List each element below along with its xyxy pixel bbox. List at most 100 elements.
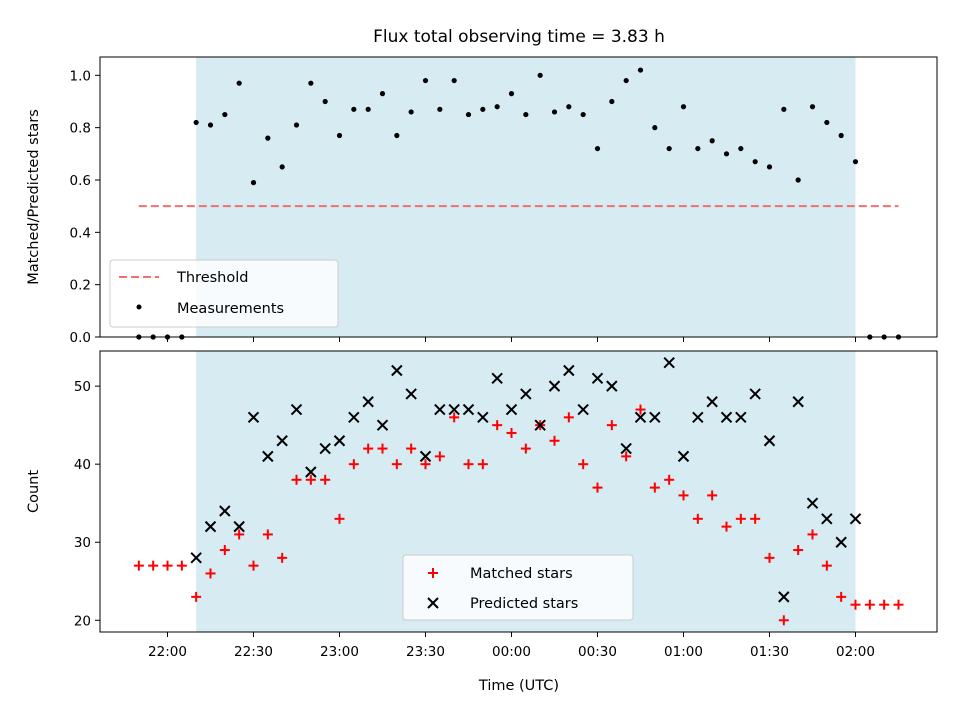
matched-star-point — [635, 404, 646, 415]
matched-star-point — [836, 591, 847, 602]
bottom-x-ticks: 22:00 22:30 23:00 23:30 00:00 00:30 01:00 01:30… — [148, 632, 875, 660]
measurement-point — [666, 145, 672, 152]
matched-star-point — [363, 443, 374, 454]
matched-star-point — [764, 552, 775, 563]
measurement-point — [781, 106, 787, 112]
x-tick-label: 00:00 — [492, 644, 531, 660]
measurement-point — [580, 111, 586, 118]
matched-star-point — [434, 451, 445, 462]
x-tick-label: 01:00 — [664, 644, 703, 660]
matched-star-point — [850, 599, 861, 610]
legend-threshold-label: Threshold — [176, 270, 248, 286]
matched-star-point — [549, 435, 560, 446]
x-tick-label: 23:00 — [320, 644, 359, 660]
matched-star-point — [893, 599, 904, 610]
top-y-axis-label: Matched/Predicted stars — [26, 109, 42, 285]
matched-star-point — [148, 560, 159, 571]
predicted-star-point — [792, 396, 804, 408]
predicted-star-point — [505, 403, 518, 416]
measurement-point — [236, 80, 242, 86]
measurement-point — [308, 80, 314, 86]
bottom-y-axis-label: Count — [26, 470, 42, 513]
legend-matched-label: Matched stars — [470, 566, 573, 582]
measurement-point — [652, 125, 658, 131]
measurements-series — [136, 67, 902, 340]
predicted-star-point — [376, 419, 389, 431]
predicted-star-point — [247, 411, 260, 424]
measurement-point — [193, 119, 199, 126]
measurement-point — [222, 111, 228, 118]
predicted-star-point — [319, 442, 331, 455]
x-tick-label: 01:30 — [750, 644, 789, 660]
measurement-point — [465, 111, 472, 118]
matched-star-point — [377, 443, 388, 454]
predicted-star-point — [563, 364, 575, 377]
y-tick-label: 0.6 — [70, 173, 91, 189]
predicted-star-point — [620, 442, 632, 455]
matched-star-point — [563, 412, 574, 423]
predicted-star-point — [362, 396, 374, 408]
measurement-point — [609, 98, 615, 105]
matched-star-point — [248, 560, 259, 571]
matched-star-point — [420, 459, 431, 470]
predicted-star-point — [262, 450, 274, 463]
matched-star-point — [348, 459, 359, 470]
top-legend-box — [109, 259, 339, 328]
predicted-star-point — [749, 388, 761, 400]
legend-plus-marker — [428, 568, 438, 578]
measurement-point — [695, 145, 701, 152]
predicted-star-point — [434, 403, 446, 416]
measurement-point — [365, 106, 371, 112]
y-tick-label: 50 — [74, 379, 91, 395]
measurement-point — [494, 104, 500, 110]
measurement-point — [250, 180, 257, 186]
predicted-stars-series — [190, 357, 862, 603]
bottom-panel: 20 30 40 50 22:00 22:30 23:00 23:30 00:00 00:30 0… — [26, 350, 938, 694]
bottom-legend: Matched stars Predicted stars — [402, 554, 634, 621]
matched-star-point — [406, 443, 417, 454]
legend-measurements-swatch — [136, 304, 142, 310]
predicted-star-point — [305, 466, 317, 478]
measurement-point — [336, 132, 343, 139]
x-tick-label: 22:00 — [148, 644, 187, 660]
measurement-point — [437, 106, 443, 112]
matched-star-point — [234, 529, 245, 540]
measurement-point — [207, 122, 214, 128]
measurement-point — [451, 77, 457, 84]
predicted-star-point — [348, 411, 360, 424]
predicted-star-point — [720, 411, 733, 424]
chart-title: Flux total observing time = 3.83 h — [373, 27, 665, 47]
measurement-point — [508, 91, 515, 97]
matched-star-point — [191, 591, 202, 602]
matched-star-point — [807, 529, 818, 540]
predicted-star-point — [706, 396, 718, 408]
y-tick-label: 20 — [74, 613, 91, 629]
predicted-star-point — [677, 450, 690, 463]
measurement-point — [566, 104, 572, 110]
bottom-legend-box — [402, 554, 634, 621]
measurement-point — [379, 91, 386, 97]
y-tick-label: 0.4 — [70, 225, 91, 241]
measurement-point — [293, 122, 300, 128]
measurement-point — [523, 111, 529, 118]
matched-star-point — [664, 474, 675, 485]
predicted-star-point — [462, 403, 475, 416]
matched-star-point — [133, 560, 144, 571]
predicted-star-point — [491, 372, 503, 385]
predicted-star-point — [735, 411, 747, 424]
matched-star-point — [162, 560, 173, 571]
matched-star-point — [592, 482, 603, 493]
predicted-star-point — [606, 380, 618, 392]
matched-star-point — [750, 513, 761, 524]
measurement-point — [551, 109, 558, 115]
predicted-star-point — [663, 357, 675, 369]
matched-star-point — [492, 420, 503, 431]
measurement-point — [351, 106, 357, 112]
measurement-point — [752, 159, 758, 165]
measurement-point — [709, 138, 715, 144]
predicted-star-point — [276, 435, 288, 447]
y-tick-label: 0.8 — [70, 121, 91, 137]
predicted-star-point — [534, 419, 546, 431]
matched-star-point — [291, 474, 302, 485]
